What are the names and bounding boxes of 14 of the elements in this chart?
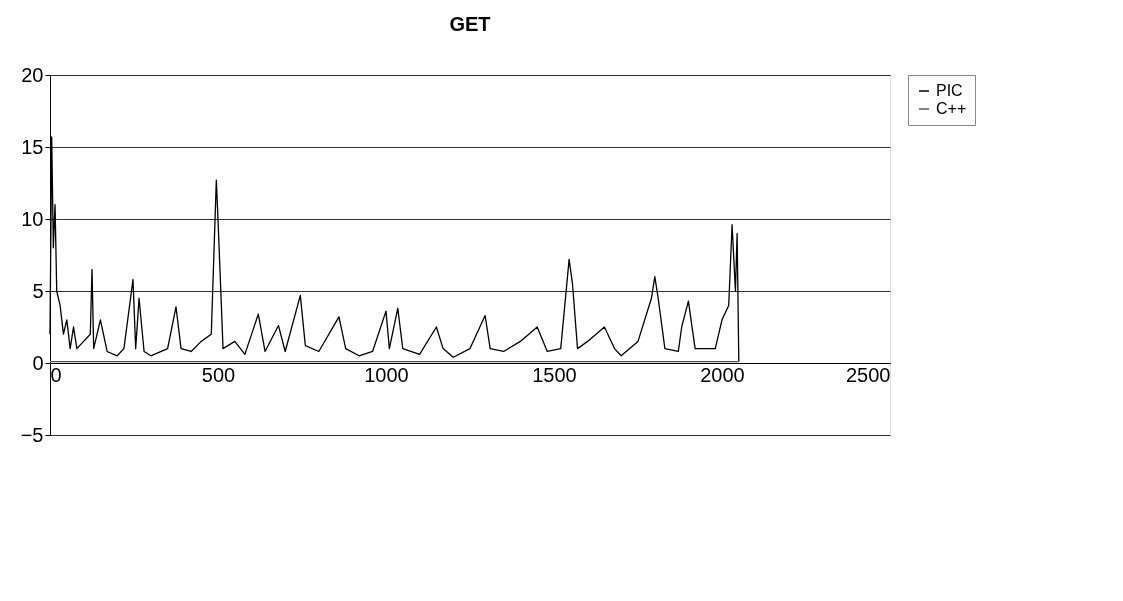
x-tick-label: 1500	[532, 363, 577, 386]
y-tick-label: −5	[20, 423, 44, 446]
x-tick-label: 500	[201, 363, 236, 386]
x-tick-label: 0	[50, 363, 62, 386]
legend-label: C++	[936, 100, 967, 117]
y-tick-label: 20	[21, 63, 44, 86]
x-tick-label: 2000	[700, 363, 745, 386]
x-tick-label: 2500	[846, 363, 891, 386]
chart-title: GET	[449, 13, 491, 35]
y-tick-label: 10	[21, 207, 44, 230]
y-tick-label: 5	[32, 279, 44, 302]
legend-label: PIC	[936, 82, 963, 99]
x-tick-label: 1000	[364, 363, 409, 386]
y-tick-label: 15	[21, 135, 44, 158]
